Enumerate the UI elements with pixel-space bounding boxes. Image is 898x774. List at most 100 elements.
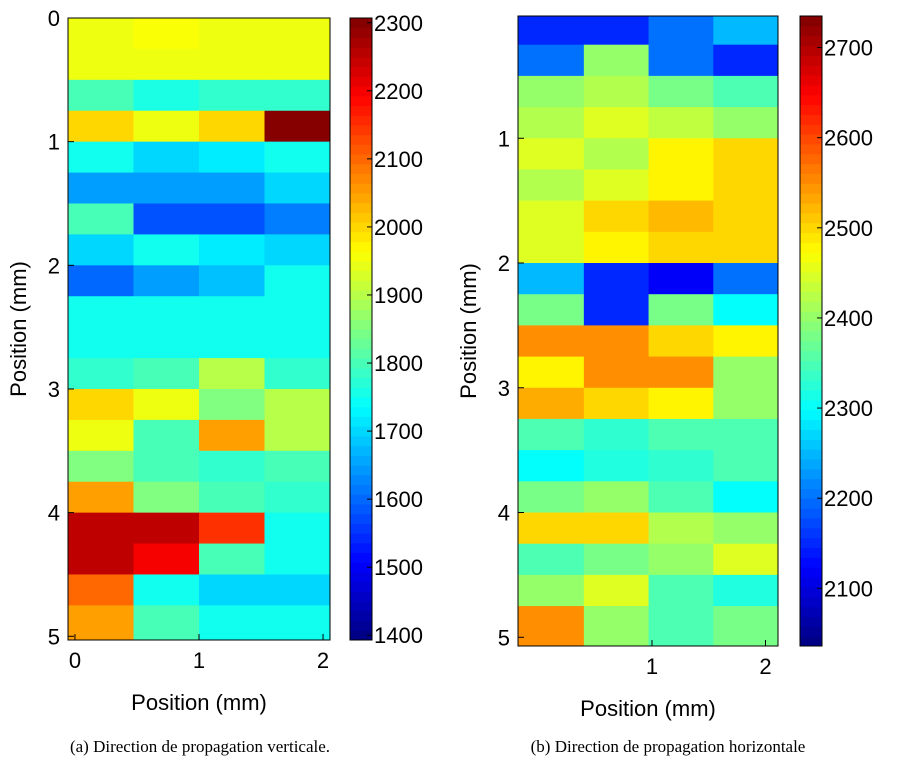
heatmap-cell	[518, 200, 585, 233]
colorbar-segment	[800, 458, 822, 470]
heatmap-cell	[264, 450, 331, 483]
heatmap-cell	[583, 356, 650, 389]
heatmap-cell	[648, 169, 714, 202]
heatmap-cell	[68, 172, 134, 204]
colorbar-segment	[800, 153, 822, 165]
y-tick-label: 2	[498, 251, 510, 276]
heatmap-cell	[264, 327, 331, 359]
heatmap-cell	[713, 325, 779, 358]
heatmap-cell	[713, 450, 779, 482]
colorbar-segment	[800, 380, 822, 391]
heatmap-cell	[133, 419, 200, 452]
heatmap-cell	[518, 169, 585, 202]
x-tick-label: 1	[193, 648, 205, 673]
colorbar-segment	[800, 321, 822, 332]
heatmap-cell	[648, 75, 714, 108]
y-tick-label: 5	[48, 624, 60, 649]
heatmap-cell	[199, 296, 265, 328]
colorbar-segment	[350, 455, 372, 466]
heatmap-cell	[199, 141, 265, 174]
heatmap-cell	[518, 16, 585, 46]
colorbar-segment	[800, 370, 822, 381]
heatmap-cell	[518, 138, 585, 170]
colorbar-segment	[350, 290, 372, 301]
heatmap-cell	[583, 512, 650, 545]
heatmap-cell	[264, 512, 331, 545]
colorbar-segment	[350, 387, 372, 398]
colorbar-segment	[350, 348, 372, 359]
heatmap-cell	[713, 294, 779, 326]
y-axis-label: Position (mm)	[6, 261, 31, 397]
heatmap-cell	[133, 234, 200, 266]
heatmap-cell	[199, 388, 265, 421]
heatmap-cell	[648, 450, 714, 482]
heatmap-cell	[199, 172, 265, 204]
heatmap-cell	[199, 543, 265, 575]
colorbar-segment	[350, 144, 372, 155]
heatmap-cell	[68, 481, 134, 514]
heatmap-cell	[583, 294, 650, 326]
colorbar-tick-label: 2700	[824, 36, 873, 61]
heatmap-cell	[68, 141, 134, 174]
heatmap-cell	[648, 512, 714, 545]
colorbar-segment	[350, 630, 372, 641]
colorbar-tick-label: 2000	[374, 215, 423, 240]
heatmap-cell	[713, 231, 779, 264]
colorbar-segment	[350, 397, 372, 408]
colorbar-segment	[800, 25, 822, 37]
colorbar-segment	[800, 55, 822, 66]
colorbar-segment	[350, 27, 372, 38]
colorbar-segment	[350, 601, 372, 612]
colorbar-segment	[800, 606, 822, 617]
heatmap-cell	[713, 138, 779, 170]
colorbar-segment	[800, 65, 822, 76]
heatmap-cell	[648, 387, 714, 420]
heatmap-cell	[133, 110, 200, 143]
heatmap-cell	[133, 388, 200, 421]
heatmap-cell	[648, 200, 714, 233]
colorbar-tick-label: 1900	[374, 283, 423, 308]
heatmap-cell	[713, 107, 779, 139]
heatmap-cell	[264, 358, 331, 390]
heatmap-cell	[264, 234, 331, 266]
heatmap-cell	[133, 18, 200, 50]
colorbar-segment	[800, 16, 822, 27]
heatmap-cell	[68, 203, 134, 235]
colorbar-tick-label: 2300	[824, 396, 873, 421]
colorbar-tick-label: 1600	[374, 487, 423, 512]
colorbar-segment	[350, 173, 372, 184]
colorbar-segment	[350, 581, 372, 592]
heatmap-cell	[518, 481, 585, 514]
colorbar-segment	[800, 468, 822, 480]
heatmap-cell	[583, 263, 650, 295]
colorbar-segment	[800, 262, 822, 273]
heatmap-cell	[133, 79, 200, 112]
heatmap-cell	[133, 203, 200, 235]
colorbar-segment	[350, 319, 372, 330]
colorbar-segment	[350, 154, 372, 165]
colorbar-segment	[350, 620, 372, 631]
heatmap-cell	[583, 606, 650, 647]
axes-frame	[517, 15, 779, 647]
caption: (b) Direction de propagation horizontale	[531, 737, 806, 756]
colorbar-segment	[350, 222, 372, 233]
heatmap-cell	[199, 419, 265, 452]
heatmap-cell	[648, 231, 714, 264]
colorbar-tick-label: 1800	[374, 351, 423, 376]
heatmap-cell	[264, 18, 331, 50]
colorbar-segment	[800, 35, 822, 47]
colorbar-segment	[350, 18, 372, 29]
heatmap-cell	[583, 387, 650, 420]
colorbar-segment	[800, 252, 822, 263]
colorbar-segment	[350, 571, 372, 583]
colorbar-segment	[800, 419, 822, 430]
colorbar-segment	[800, 449, 822, 460]
colorbar-segment	[350, 280, 372, 291]
colorbar-segment	[800, 311, 822, 322]
heatmap-cell	[518, 356, 585, 389]
heatmap-cell	[648, 356, 714, 389]
colorbar-segment	[800, 518, 822, 529]
heatmap-cell	[199, 574, 265, 606]
colorbar-segment	[350, 37, 372, 48]
colorbar-segment	[800, 114, 822, 125]
